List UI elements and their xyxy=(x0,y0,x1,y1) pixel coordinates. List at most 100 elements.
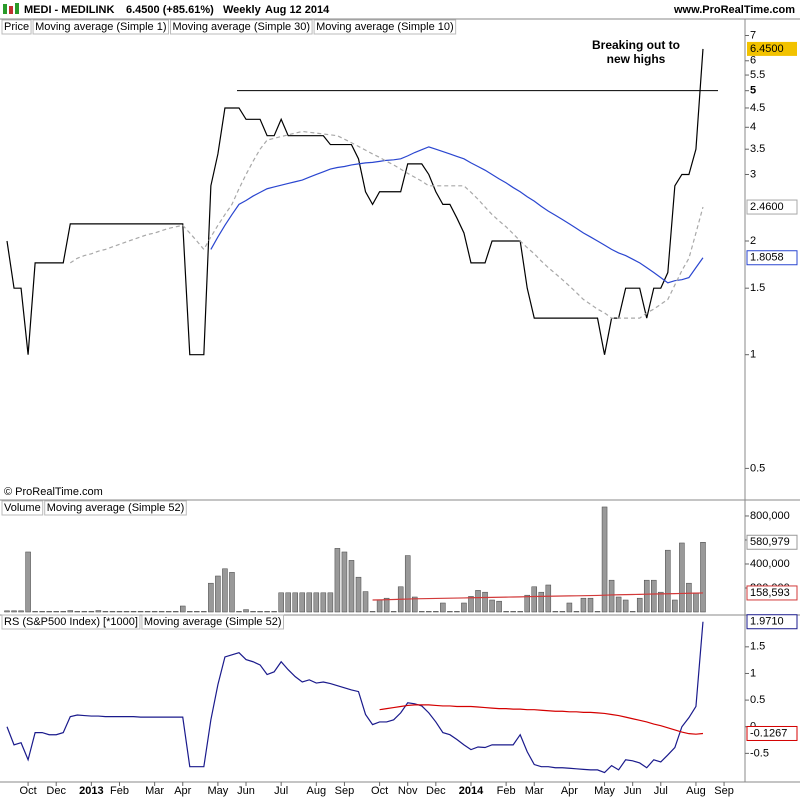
volume-bar xyxy=(264,611,270,613)
volume-bar xyxy=(496,600,502,613)
volume-bar xyxy=(187,611,193,613)
last-value-box xyxy=(746,725,798,741)
volume-bar xyxy=(165,611,172,613)
volume-bar xyxy=(362,591,369,613)
legend-box xyxy=(313,19,457,35)
volume-bar xyxy=(510,611,516,613)
volume-bar xyxy=(11,610,17,613)
volume-bar xyxy=(348,560,355,613)
legend-box xyxy=(141,614,284,630)
y-tick-label: 3.5 xyxy=(750,143,765,155)
volume-bar xyxy=(629,611,636,613)
volume-bar xyxy=(587,597,594,613)
logo-bar xyxy=(9,6,13,14)
logo-bar xyxy=(3,4,7,14)
y-tick-label: 5.5 xyxy=(750,69,765,81)
volume-bar xyxy=(566,602,573,613)
volume-bar xyxy=(426,611,432,613)
legend-entry: Moving average (Simple 52) xyxy=(144,616,282,628)
volume-bar xyxy=(651,579,657,613)
volume-bar xyxy=(404,555,411,613)
volume-bar xyxy=(700,542,706,613)
series-line xyxy=(210,146,704,284)
x-tick-label: Dec xyxy=(46,785,66,797)
volume-bar xyxy=(67,610,74,613)
volume-bar xyxy=(292,592,298,613)
volume-bar xyxy=(679,542,685,613)
volume-bar xyxy=(622,599,629,613)
last-value-box xyxy=(746,585,798,601)
legend-entry: Volume xyxy=(4,502,41,514)
y-tick-label: -0.5 xyxy=(750,747,769,759)
volume-bar xyxy=(109,611,116,613)
legend-box xyxy=(1,500,44,516)
volume-bar xyxy=(390,611,397,613)
volume-bar xyxy=(658,591,664,613)
volume-bar xyxy=(447,611,453,613)
volume-bar xyxy=(524,594,530,613)
volume-bar xyxy=(88,611,95,613)
volume-bar xyxy=(573,611,580,613)
volume-bar xyxy=(18,610,24,613)
logo-bar xyxy=(15,3,19,14)
legend-box xyxy=(170,19,313,35)
x-tick-label: Sep xyxy=(335,785,355,797)
volume-bar xyxy=(440,602,446,613)
x-tick-label: May xyxy=(594,785,615,797)
volume-bar xyxy=(601,506,608,613)
volume-bar xyxy=(123,611,130,613)
x-tick-label: Feb xyxy=(110,785,129,797)
volume-bar xyxy=(552,611,559,613)
legend-box xyxy=(44,500,187,516)
legend-entry: Moving average (Simple 52) xyxy=(47,502,185,514)
volume-bar xyxy=(538,591,545,613)
x-tick-label: 2013 xyxy=(79,785,103,797)
volume-bar xyxy=(25,551,31,613)
legend-entry: Moving average (Simple 10) xyxy=(316,21,454,33)
volume-bar xyxy=(53,611,59,613)
volume-bar xyxy=(454,611,460,613)
last-value-box xyxy=(746,199,798,215)
x-tick-label: Oct xyxy=(20,785,37,797)
series-line xyxy=(372,592,703,601)
volume-bar xyxy=(559,611,566,613)
volume-bar xyxy=(81,611,88,613)
volume-bar xyxy=(468,596,474,613)
period: Weekly xyxy=(223,4,262,16)
volume-bar xyxy=(517,611,523,613)
series-line xyxy=(6,621,704,774)
x-tick-label: Jun xyxy=(624,785,642,797)
volume-bar xyxy=(116,611,123,613)
volume-bar xyxy=(411,596,418,613)
volume-bar xyxy=(102,611,109,613)
legend-entry: Price xyxy=(4,21,29,33)
volume-bar xyxy=(489,599,495,613)
volume-bar xyxy=(74,611,81,613)
x-tick-label: 2014 xyxy=(459,785,484,797)
volume-bar xyxy=(158,611,165,613)
volume-bar xyxy=(545,584,552,613)
volume-bar xyxy=(608,579,615,613)
source-note: © ProRealTime.com xyxy=(4,486,103,498)
volume-bar xyxy=(313,592,320,613)
volume-bar xyxy=(299,592,306,613)
volume-bar xyxy=(130,611,137,613)
x-tick-label: Aug xyxy=(686,785,706,797)
volume-bar xyxy=(39,611,45,613)
volume-bar xyxy=(320,592,327,613)
volume-bar xyxy=(643,579,650,613)
last-value-label: 1.8058 xyxy=(750,252,784,264)
volume-bar xyxy=(475,590,481,613)
volume-bar xyxy=(201,611,207,613)
volume-bar xyxy=(46,611,52,613)
last-value-label: 6.4500 xyxy=(750,43,784,55)
last-value-box xyxy=(747,41,797,56)
volume-bar xyxy=(341,551,348,613)
last-value-label: 580,979 xyxy=(750,536,790,548)
legend-box xyxy=(32,19,170,35)
volume-bar xyxy=(172,611,179,613)
volume-bar xyxy=(144,611,151,613)
y-tick-label: 4.5 xyxy=(750,102,765,114)
volume-bar xyxy=(180,605,186,613)
